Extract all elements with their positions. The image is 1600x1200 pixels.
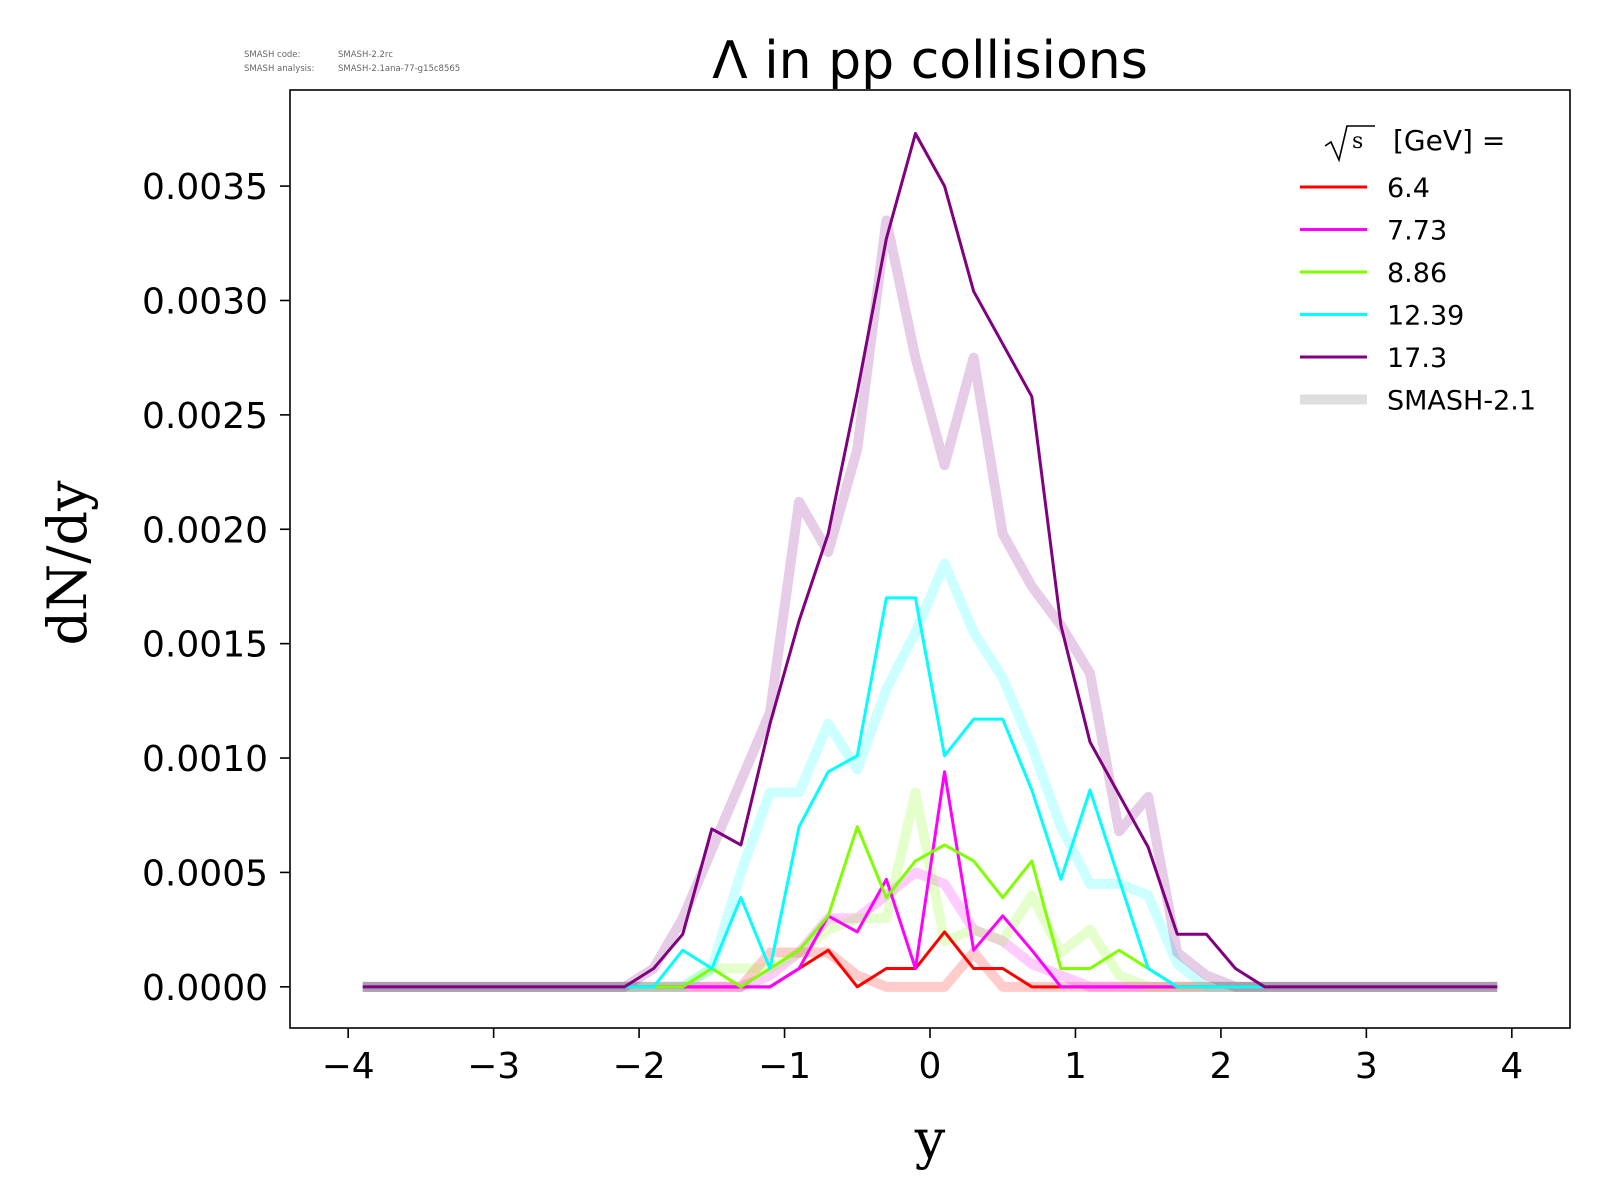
- x-tick-label: 4: [1500, 1046, 1523, 1087]
- y-tick-label: 0.0000: [142, 968, 268, 1009]
- legend-title-text: [GeV] =: [1393, 124, 1505, 157]
- y-tick-label: 0.0030: [142, 281, 268, 322]
- analysis-value: SMASH-2.1ana-77-g15c8565: [338, 64, 460, 74]
- sqrt-s-symbol: s: [1352, 129, 1363, 154]
- y-tick-label: 0.0015: [142, 625, 268, 666]
- x-tick-label: 2: [1209, 1046, 1232, 1087]
- y-tick-label: 0.0020: [142, 510, 268, 551]
- y-tick-label: 0.0025: [142, 396, 268, 437]
- x-tick-label: −4: [322, 1046, 375, 1087]
- x-tick-label: −1: [758, 1046, 811, 1087]
- x-axis-label: y: [914, 1108, 946, 1171]
- y-tick-label: 0.0005: [142, 853, 268, 894]
- legend-title: s [GeV] =: [1324, 124, 1505, 163]
- y-axis-label: dN/dy: [36, 480, 99, 646]
- x-tick-label: −2: [613, 1046, 666, 1087]
- series-line-4: [362, 131, 1498, 989]
- chart-title: Λ in pp collisions: [712, 31, 1148, 91]
- legend-label: 7.73: [1387, 216, 1447, 247]
- y-tick-label: 0.0035: [142, 167, 268, 208]
- reference-line-4: [362, 215, 1498, 992]
- x-tick-label: 1: [1064, 1046, 1087, 1087]
- x-tick-label: 3: [1355, 1046, 1378, 1087]
- legend: s [GeV] = 6.4 7.73 8.86 12.39 17.3 SMASH-2.1: [1300, 124, 1536, 417]
- code-label: SMASH code:: [244, 50, 300, 60]
- y-axis: 0.0000 0.0005 0.0010 0.0015 0.0020 0.0025 0.00…: [142, 167, 290, 1009]
- legend-label-reference: SMASH-2.1: [1387, 386, 1536, 417]
- data-lines: [362, 131, 1498, 989]
- code-value: SMASH-2.2rc: [338, 50, 393, 60]
- legend-label: 6.4: [1387, 173, 1430, 204]
- sqrt-symbol: [1324, 125, 1375, 163]
- y-tick-label: 0.0010: [142, 739, 268, 780]
- x-tick-label: −3: [467, 1046, 520, 1087]
- series-line-3: [362, 596, 1498, 989]
- legend-label: 8.86: [1387, 258, 1447, 289]
- legend-label: 17.3: [1387, 343, 1447, 374]
- x-axis: −4 −3 −2 −1 0 1 2 3 4: [322, 1028, 1523, 1087]
- x-tick-label: 0: [919, 1046, 942, 1087]
- legend-entries: 6.4 7.73 8.86 12.39 17.3 SMASH-2.1: [1300, 173, 1536, 417]
- analysis-label: SMASH analysis:: [244, 64, 314, 74]
- version-info: SMASH code: SMASH-2.2rc SMASH analysis: …: [244, 50, 460, 74]
- legend-label: 12.39: [1387, 301, 1464, 332]
